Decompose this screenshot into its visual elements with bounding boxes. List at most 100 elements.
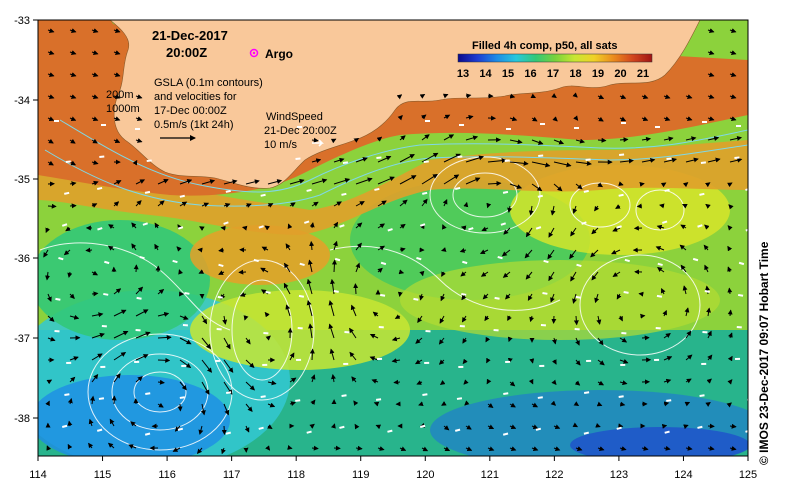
velocity-vector [553, 183, 563, 192]
velocity-vector [349, 351, 357, 361]
velocity-vector [618, 315, 623, 322]
velocity-vector [591, 227, 599, 235]
wind-arrow [620, 363, 626, 366]
velocity-vector [501, 249, 511, 257]
velocity-vector [113, 28, 121, 33]
wind-arrow [101, 124, 106, 126]
wind-arrow [575, 295, 581, 299]
velocity-vector [548, 271, 555, 282]
argo-float [249, 48, 259, 58]
velocity-vector [685, 157, 699, 163]
velocity-vector [289, 352, 295, 361]
velocity-vector [135, 179, 146, 185]
velocity-vector [707, 445, 715, 451]
wind-arrow [535, 226, 542, 230]
velocity-vector [597, 94, 605, 100]
velocity-vector [443, 153, 461, 163]
velocity-vector [569, 249, 577, 260]
wind-arrow [456, 397, 463, 400]
wind-arrow [462, 260, 468, 265]
velocity-vector [509, 116, 518, 122]
velocity-vector [372, 311, 379, 317]
velocity-vector [264, 225, 270, 231]
gsla-contour [429, 156, 541, 234]
velocity-vector [421, 152, 439, 163]
wind-arrow [621, 122, 626, 124]
velocity-vector [531, 161, 551, 168]
velocity-vector [553, 446, 561, 451]
velocity-vector [223, 179, 238, 185]
colorbar-tick-label: 20 [614, 68, 626, 80]
wind-arrow [144, 432, 151, 436]
wind-arrow [585, 158, 591, 161]
velocity-vector [657, 267, 665, 273]
velocity-vector [267, 203, 274, 208]
wind-arrow [179, 194, 185, 198]
wind-arrow [295, 399, 301, 402]
velocity-vector [505, 293, 511, 300]
velocity-vector [47, 116, 55, 121]
velocity-vector [463, 201, 469, 208]
velocity-vector [441, 401, 447, 406]
velocity-vector [595, 422, 601, 428]
velocity-vector [729, 72, 737, 77]
velocity-vector [331, 423, 336, 429]
velocity-vector [199, 226, 205, 231]
wind-time: 21-Dec 20:00Z [264, 125, 337, 137]
velocity-vector [641, 136, 652, 142]
velocity-vector [377, 155, 392, 163]
velocity-vector [416, 380, 423, 385]
isobath-1000m [44, 144, 748, 207]
velocity-vector [261, 289, 269, 295]
velocity-vector [91, 270, 99, 276]
x-tick-label: 116 [158, 469, 176, 481]
velocity-vector [612, 227, 621, 232]
velocity-vector [421, 198, 428, 207]
velocity-vector [597, 137, 607, 143]
velocity-vector [201, 179, 216, 185]
wind-arrow [144, 190, 151, 194]
y-tick-label: -35 [14, 174, 30, 186]
velocity-vector [459, 248, 467, 253]
velocity-vector [391, 336, 401, 342]
wind-arrow [616, 225, 622, 229]
velocity-vector [307, 259, 313, 273]
velocity-vector [69, 293, 75, 299]
velocity-vector [201, 315, 208, 325]
velocity-vector [91, 50, 99, 55]
velocity-vector [355, 262, 361, 273]
velocity-vector [484, 315, 490, 322]
velocity-vector [683, 424, 689, 430]
velocity-vector [306, 299, 313, 317]
gsla-contour [329, 245, 561, 311]
velocity-vector [221, 447, 226, 455]
velocity-vector [728, 204, 734, 210]
velocity-vector [528, 378, 534, 385]
wind-arrow [454, 428, 461, 432]
velocity-vector [502, 271, 511, 278]
velocity-vector [572, 205, 578, 214]
velocity-vector [88, 442, 94, 449]
velocity-vector [704, 182, 711, 188]
wind-arrow [461, 292, 467, 296]
velocity-vector [547, 249, 555, 260]
velocity-vector [109, 418, 115, 427]
velocity-vector [377, 223, 385, 229]
velocity-vector [399, 247, 406, 253]
velocity-vector [69, 116, 77, 121]
velocity-vector [727, 182, 733, 188]
velocity-vector [553, 139, 565, 145]
y-axis: -33 -34 -35 -36 -37 -38 [14, 15, 38, 425]
wind-arrow [618, 395, 624, 398]
velocity-vector [548, 227, 555, 238]
velocity-vector [157, 311, 170, 317]
velocity-vector [636, 203, 643, 209]
wind-arrow [341, 394, 347, 397]
velocity-vector [310, 399, 316, 406]
velocity-vector [509, 139, 523, 145]
velocity-vector [661, 287, 666, 295]
wind-arrow [583, 189, 589, 193]
velocity-vector [487, 158, 507, 164]
velocity-vector [393, 379, 401, 385]
wind-arrow [304, 220, 310, 224]
